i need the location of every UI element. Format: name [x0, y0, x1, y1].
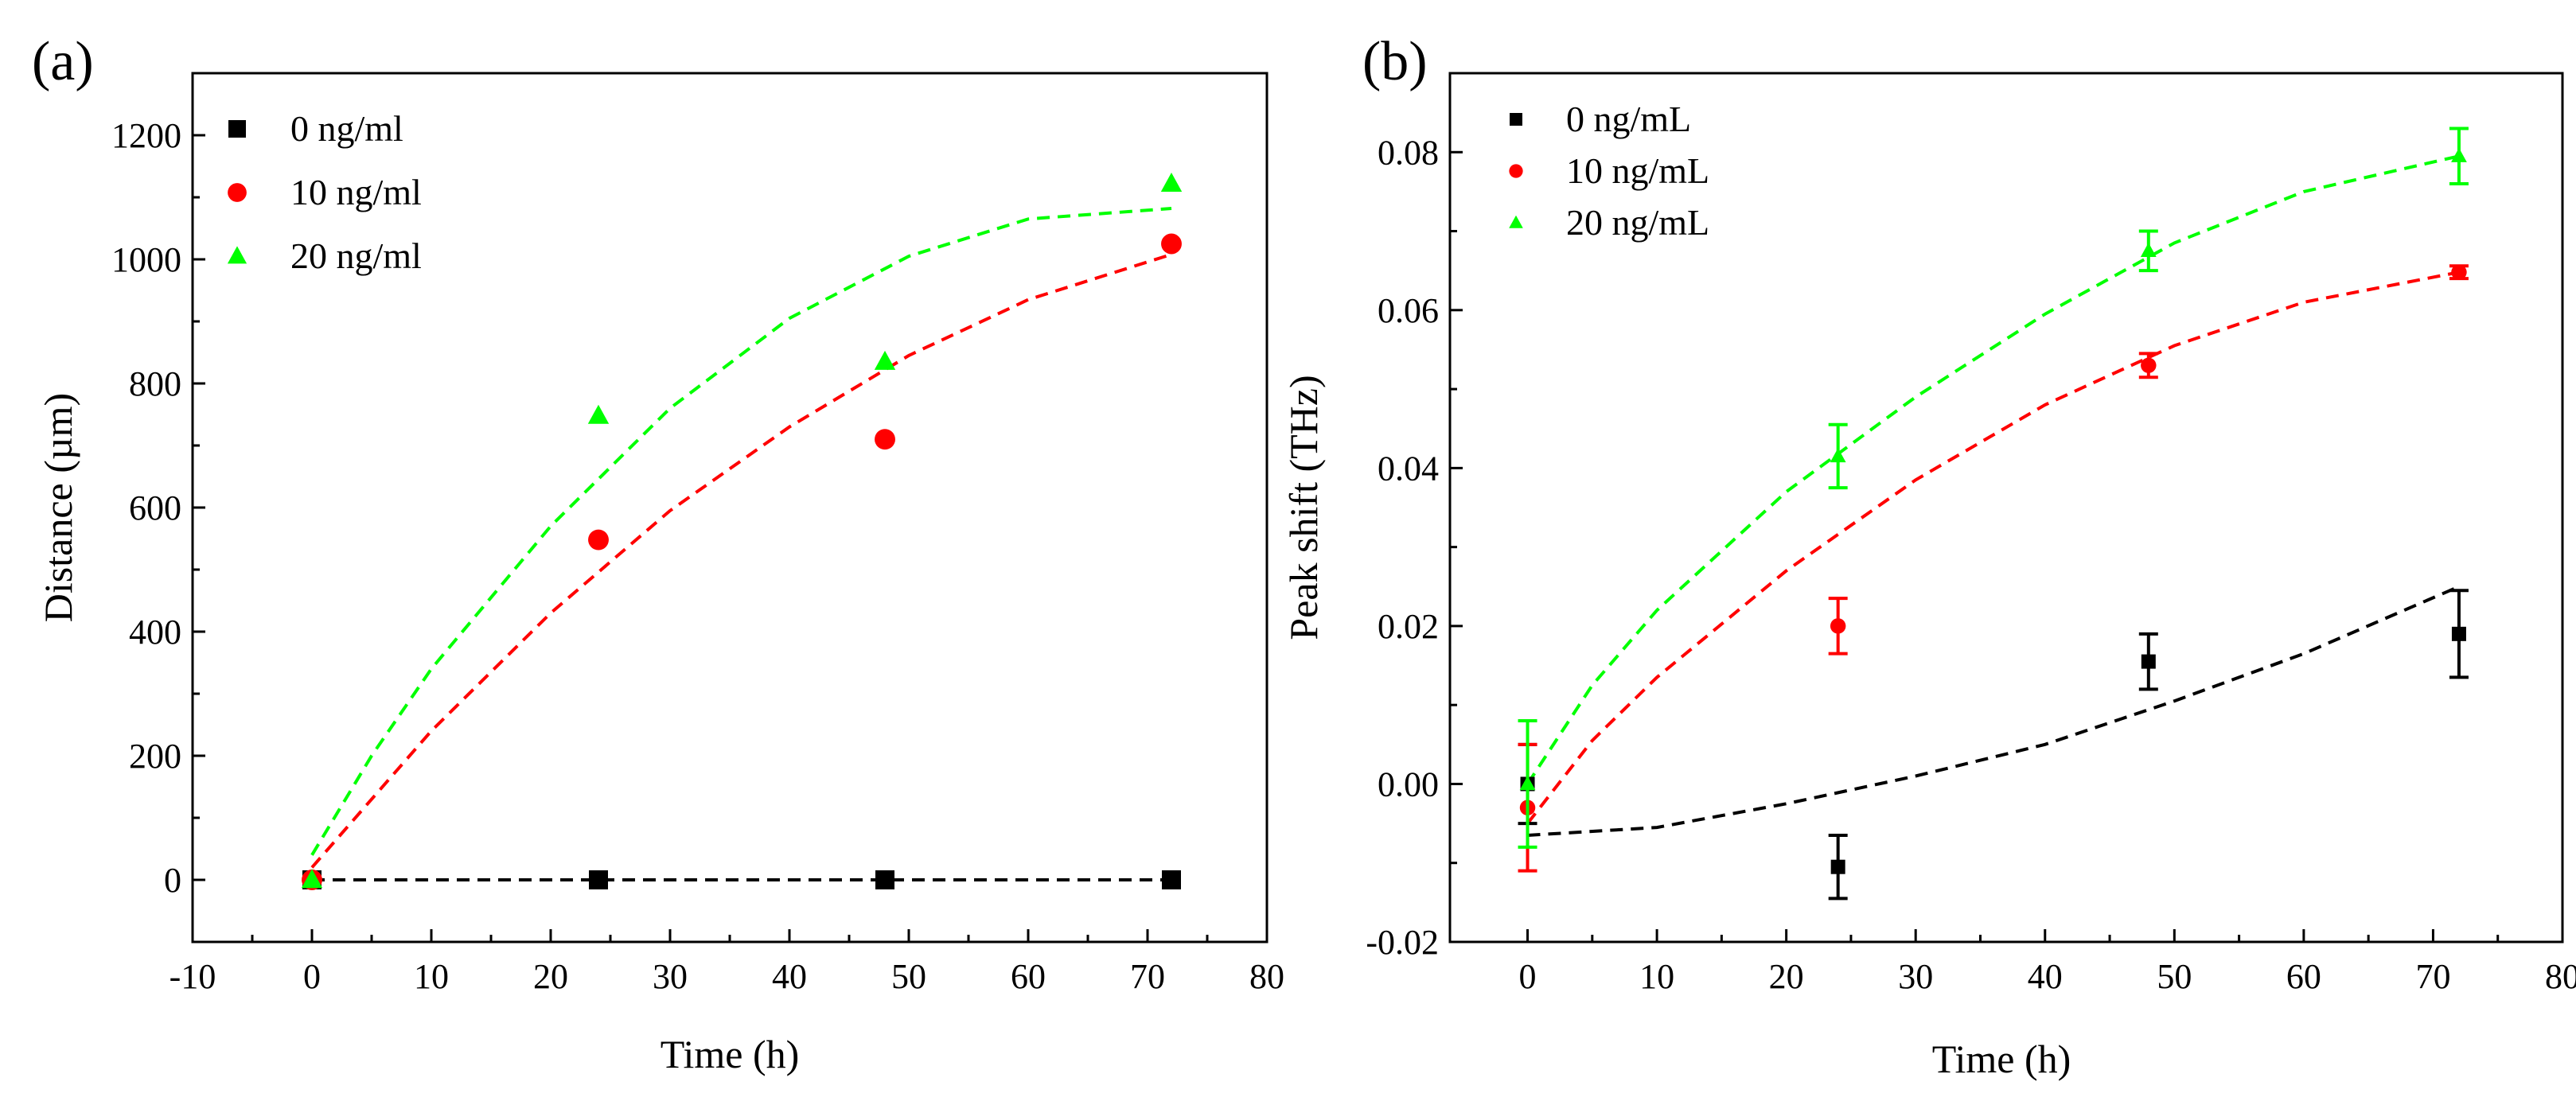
panel-a-legend: 0 ng/ml 10 ng/ml 20 ng/ml	[227, 108, 422, 276]
legend-marker	[1510, 113, 1522, 126]
legend-label: 0 ng/mL	[1566, 99, 1691, 139]
fit-line-20-ng-ml	[310, 207, 1172, 856]
data-point	[2451, 147, 2467, 162]
data-point	[2141, 654, 2156, 669]
x-tick-label: 80	[1249, 957, 1284, 996]
data-point	[1161, 233, 1182, 255]
x-tick-label: 10	[1639, 957, 1674, 996]
y-tick-label: 0.08	[1378, 133, 1439, 172]
x-tick-label: 20	[533, 957, 568, 996]
x-tick-label: 0	[303, 957, 321, 996]
panel-b-plot-frame	[1448, 72, 2564, 944]
data-point	[2451, 264, 2467, 280]
y-tick-label: 1200	[111, 116, 181, 155]
panel-b-label: (b)	[1362, 31, 1428, 92]
fit-line-20-ng-ml	[1526, 154, 2460, 785]
panel-a-label: (a)	[32, 31, 94, 92]
y-tick-label: 400	[129, 613, 181, 652]
legend-label: 20 ng/mL	[1566, 202, 1709, 243]
data-point	[1830, 448, 1846, 463]
data-point	[587, 404, 610, 424]
x-tick-label: 50	[891, 957, 926, 996]
y-tick-label: 0	[164, 861, 181, 900]
y-tick-label: 0.02	[1378, 607, 1439, 646]
panel-b-x-axis-title: Time (h)	[1932, 1037, 2071, 1081]
x-tick-label: 20	[1769, 957, 1804, 996]
panel-b-x-ticks: 0 10 20 30 40 50 60 70 80	[1519, 929, 2576, 996]
legend-marker	[227, 246, 247, 264]
x-tick-label: -10	[170, 957, 216, 996]
panel-a: (a) -10 0 10 20 30 40 50 60 70 80 0 200 400 600 800 10…	[32, 31, 1284, 1076]
y-tick-label: 200	[129, 737, 181, 776]
x-tick-label: 10	[414, 957, 449, 996]
legend-label: 10 ng/mL	[1566, 150, 1709, 191]
panel-a-x-axis-title: Time (h)	[661, 1032, 800, 1076]
data-point	[1519, 776, 1536, 791]
y-tick-label: 0.06	[1378, 291, 1439, 330]
legend-marker	[228, 120, 246, 138]
data-point	[875, 870, 894, 889]
data-point	[874, 350, 896, 370]
data-point	[2140, 243, 2157, 258]
data-point	[1160, 173, 1183, 193]
data-point	[1830, 859, 1845, 874]
panel-b-y-ticks: -0.02 0.00 0.02 0.04 0.06 0.08	[1366, 133, 1463, 962]
panel-a-fit-lines	[310, 207, 1172, 881]
x-tick-label: 30	[1898, 957, 1933, 996]
y-tick-label: 1000	[111, 240, 181, 279]
data-point	[875, 429, 895, 450]
panel-a-x-ticks: -10 0 10 20 30 40 50 60 70 80	[170, 929, 1284, 996]
fit-line-0-ng-ml	[1527, 585, 2460, 837]
y-tick-label: 800	[129, 364, 181, 403]
panel-b-y-axis-title: Peak shift (THz)	[1281, 375, 1326, 640]
data-point	[1162, 870, 1181, 889]
fit-line-10-ng-ml	[1526, 270, 2460, 825]
x-tick-label: 60	[2286, 957, 2321, 996]
data-point	[2141, 357, 2157, 374]
data-point	[2451, 626, 2466, 641]
x-tick-label: 70	[1130, 957, 1165, 996]
x-tick-label: 40	[772, 957, 807, 996]
panel-b-data-points	[1518, 126, 2469, 901]
data-point	[1830, 618, 1846, 634]
x-tick-label: 30	[653, 957, 688, 996]
x-tick-label: 80	[2545, 957, 2576, 996]
data-point	[588, 529, 609, 551]
y-tick-label: -0.02	[1366, 923, 1439, 962]
x-tick-label: 50	[2157, 957, 2192, 996]
fit-line-10-ng-ml	[310, 252, 1172, 869]
legend-marker	[228, 183, 247, 202]
data-point	[589, 870, 608, 889]
panel-a-y-axis-title: Distance (µm)	[36, 393, 80, 622]
legend-marker	[1509, 215, 1523, 228]
x-tick-label: 40	[2028, 957, 2063, 996]
data-point	[301, 869, 323, 889]
y-tick-label: 600	[129, 488, 181, 527]
x-tick-label: 0	[1519, 957, 1537, 996]
panel-b: (b) 0 10 20 30 40 50 60 70 80 -0.02 0.00 0.02 0.04 0…	[1281, 31, 2576, 1081]
panel-b-legend: 0 ng/mL 10 ng/mL 20 ng/mL	[1509, 99, 1709, 243]
legend-label: 10 ng/ml	[290, 172, 422, 212]
legend-marker	[1509, 164, 1523, 178]
legend-label: 20 ng/ml	[290, 235, 422, 276]
y-tick-label: 0.04	[1378, 449, 1439, 488]
x-tick-label: 70	[2415, 957, 2450, 996]
legend-label: 0 ng/ml	[290, 108, 403, 149]
panel-a-y-ticks: 0 200 400 600 800 1000 1200	[111, 116, 205, 900]
panel-a-data-points	[301, 173, 1183, 890]
panel-b-fit-lines	[1526, 154, 2460, 837]
x-tick-label: 60	[1011, 957, 1046, 996]
y-tick-label: 0.00	[1378, 765, 1439, 803]
